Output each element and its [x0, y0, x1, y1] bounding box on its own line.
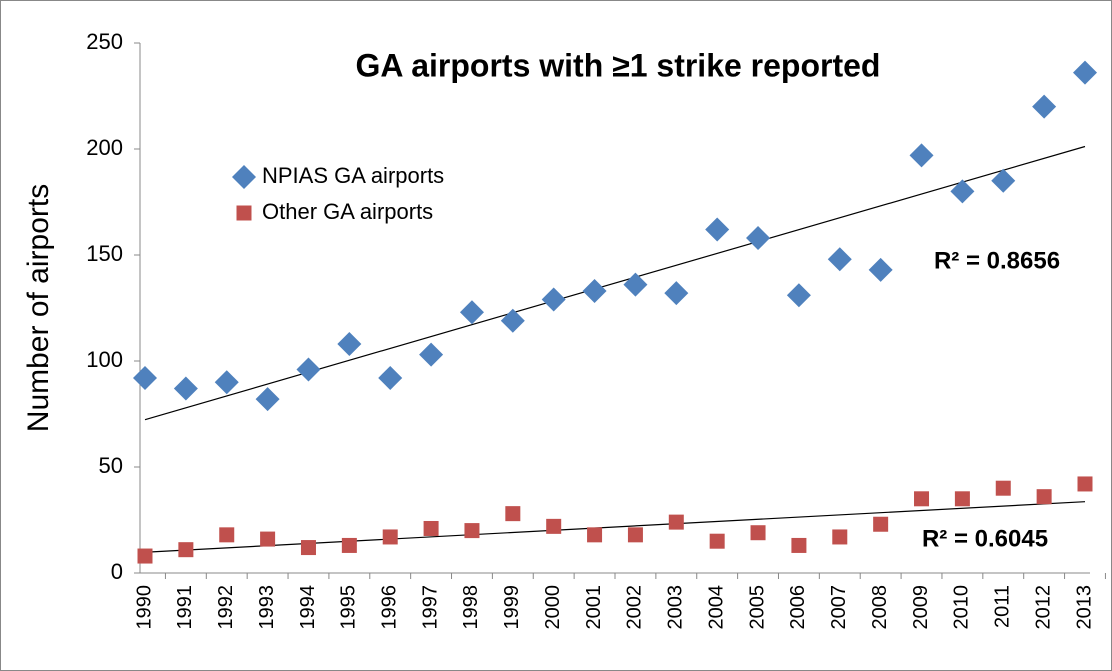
point	[464, 523, 480, 539]
point	[995, 480, 1011, 496]
point	[423, 520, 439, 536]
x-tick-label: 1995	[338, 585, 360, 630]
point	[1073, 60, 1097, 85]
point	[786, 283, 811, 308]
point	[341, 537, 357, 553]
point	[1032, 94, 1057, 119]
y-tick-label: 150	[86, 241, 123, 266]
x-tick-label: 1992	[215, 585, 237, 630]
legend-marker	[232, 165, 256, 189]
x-tick-label: 1994	[297, 585, 319, 630]
point	[627, 527, 643, 543]
point	[791, 537, 807, 553]
x-tick-label: 2000	[542, 585, 564, 630]
point	[133, 365, 157, 390]
y-axis-label: Number of airports	[22, 184, 55, 432]
point	[382, 529, 398, 545]
point	[954, 491, 970, 507]
x-tick-label: 2004	[705, 585, 727, 630]
x-tick-label: 1996	[378, 585, 400, 630]
legend-label: Other GA airports	[262, 199, 433, 224]
point	[255, 387, 280, 412]
point	[868, 257, 893, 282]
point	[914, 491, 930, 507]
point	[873, 516, 889, 532]
point	[587, 527, 603, 543]
point	[378, 365, 403, 390]
point	[459, 300, 484, 325]
point	[214, 370, 239, 395]
point	[419, 342, 444, 367]
point	[664, 281, 689, 306]
x-tick-label: 1999	[501, 585, 523, 630]
point	[991, 168, 1016, 193]
x-tick-label: 1990	[133, 585, 155, 630]
x-tick-label: 2007	[828, 585, 850, 630]
y-tick-label: 250	[86, 29, 123, 54]
point	[909, 143, 934, 168]
x-tick-label: 2006	[787, 585, 809, 630]
x-tick-label: 2003	[665, 585, 687, 630]
x-tick-label: 2011	[992, 585, 1014, 628]
point	[541, 287, 566, 312]
point	[300, 540, 316, 556]
x-tick-label: 2005	[746, 585, 768, 630]
x-tick-label: 1993	[256, 585, 278, 630]
point	[750, 525, 766, 541]
point	[546, 518, 562, 534]
y-tick-label: 200	[86, 135, 123, 160]
point	[709, 533, 725, 549]
point	[1036, 489, 1052, 505]
annotation: R² = 0.6045	[922, 525, 1048, 552]
point	[746, 226, 771, 251]
x-tick-label: 1991	[174, 585, 196, 630]
x-tick-label: 2008	[869, 585, 891, 630]
point	[173, 376, 198, 401]
point	[705, 217, 730, 242]
point	[137, 548, 153, 564]
point	[1077, 476, 1093, 492]
point	[668, 514, 684, 530]
y-tick-label: 50	[99, 453, 123, 478]
point	[178, 542, 194, 558]
x-tick-label: 1998	[460, 585, 482, 630]
point	[832, 529, 848, 545]
y-tick-label: 100	[86, 347, 123, 372]
x-tick-label: 2012	[1032, 585, 1054, 630]
point	[827, 247, 852, 272]
legend-label: NPIAS GA airports	[262, 163, 444, 188]
point	[296, 357, 321, 382]
x-tick-label: 2010	[951, 585, 973, 630]
chart-title: GA airports with ≥1 strike reported	[356, 47, 881, 83]
x-tick-label: 2001	[583, 585, 605, 630]
x-tick-label: 2013	[1073, 585, 1095, 630]
point	[623, 272, 648, 297]
y-tick-label: 0	[111, 559, 123, 584]
point	[505, 506, 521, 522]
annotation: R² = 0.8656	[934, 247, 1060, 274]
x-tick-label: 2009	[910, 585, 932, 630]
legend-marker	[236, 205, 252, 221]
x-tick-label: 2002	[624, 585, 646, 630]
point	[337, 332, 362, 357]
point	[500, 308, 525, 333]
point	[260, 531, 276, 547]
point	[950, 179, 975, 204]
x-tick-label: 1997	[419, 585, 441, 630]
point	[582, 279, 607, 304]
point	[219, 527, 235, 543]
